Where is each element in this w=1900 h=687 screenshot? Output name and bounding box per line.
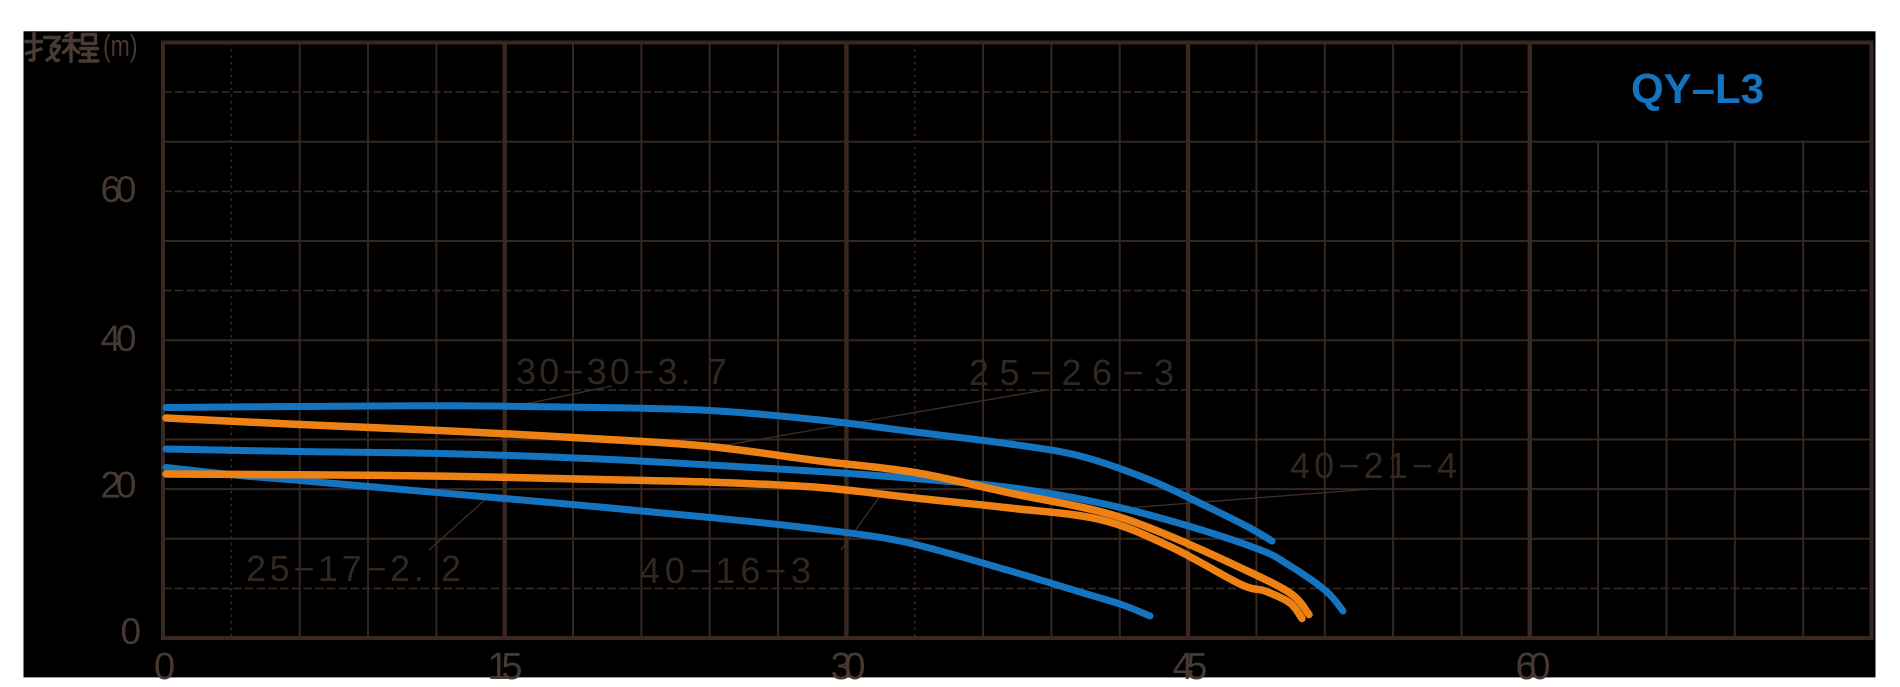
svg-text:25−17−2. 2: 25−17−2. 2 bbox=[246, 548, 461, 589]
svg-text:(m): (m) bbox=[103, 28, 138, 63]
svg-text:0: 0 bbox=[121, 611, 142, 652]
svg-text:30−30−3. 7: 30−30−3. 7 bbox=[516, 351, 727, 392]
svg-text:QY–L3: QY–L3 bbox=[1631, 65, 1764, 112]
svg-text:30: 30 bbox=[831, 646, 866, 682]
svg-text:40−21−4: 40−21−4 bbox=[1290, 445, 1457, 486]
svg-text:40: 40 bbox=[101, 318, 137, 359]
svg-text:60: 60 bbox=[101, 169, 137, 210]
svg-text:20: 20 bbox=[101, 465, 137, 506]
svg-text:45: 45 bbox=[1173, 646, 1208, 682]
svg-text:60: 60 bbox=[1516, 646, 1551, 682]
svg-text:0: 0 bbox=[154, 646, 175, 682]
svg-text:25−26−3: 25−26−3 bbox=[969, 352, 1174, 393]
svg-text:40−16−3: 40−16−3 bbox=[640, 550, 811, 591]
svg-text:15: 15 bbox=[488, 646, 523, 682]
